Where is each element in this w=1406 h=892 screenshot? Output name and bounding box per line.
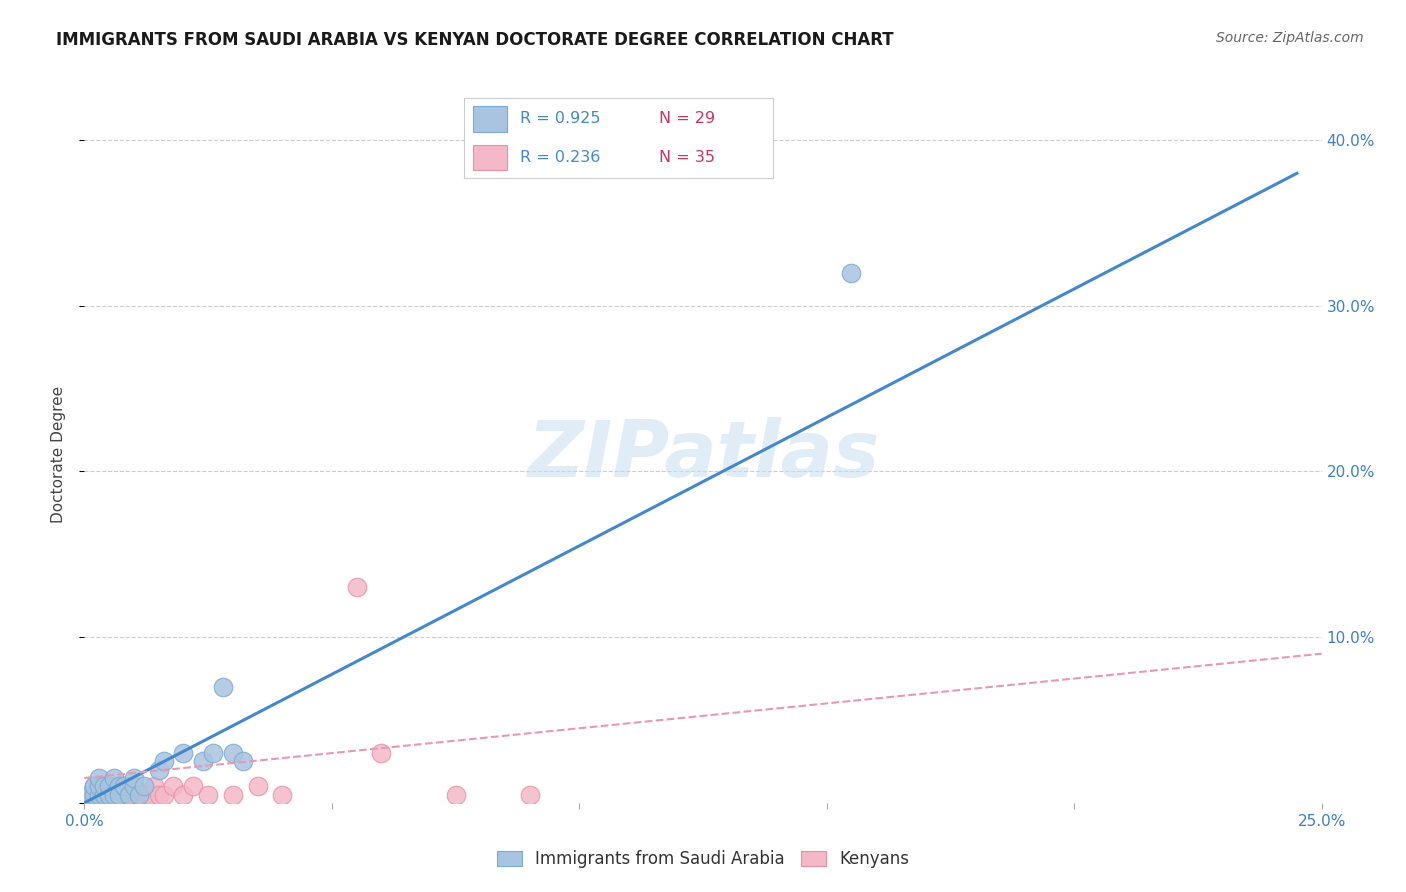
- Point: [89, 788, 111, 802]
- Point: [197, 788, 219, 802]
- Point: [148, 763, 170, 777]
- Point: [271, 788, 294, 802]
- Point: [222, 746, 245, 760]
- Point: [89, 779, 111, 793]
- Point: [444, 788, 467, 802]
- Point: [222, 788, 245, 802]
- Point: [103, 788, 125, 802]
- Point: [103, 788, 125, 802]
- Legend: Immigrants from Saudi Arabia, Kenyans: Immigrants from Saudi Arabia, Kenyans: [489, 843, 917, 874]
- Point: [142, 779, 165, 793]
- Point: [148, 788, 170, 802]
- Point: [172, 746, 194, 760]
- Point: [191, 755, 214, 769]
- Point: [89, 771, 111, 785]
- Point: [108, 788, 131, 802]
- Point: [246, 779, 269, 793]
- Point: [112, 779, 135, 793]
- Point: [370, 746, 392, 760]
- Point: [89, 788, 111, 802]
- Point: [83, 779, 105, 793]
- Point: [112, 788, 135, 802]
- Point: [172, 788, 194, 802]
- Text: ZIPatlas: ZIPatlas: [527, 417, 879, 493]
- Point: [232, 755, 254, 769]
- Point: [98, 788, 121, 802]
- Point: [93, 788, 115, 802]
- Point: [118, 788, 141, 802]
- Point: [83, 779, 105, 793]
- Point: [138, 788, 160, 802]
- Bar: [474, 106, 508, 132]
- Point: [152, 788, 174, 802]
- Point: [98, 779, 121, 793]
- Point: [103, 771, 125, 785]
- Point: [83, 788, 105, 802]
- Text: R = 0.236: R = 0.236: [520, 150, 600, 165]
- Point: [108, 779, 131, 793]
- Text: R = 0.925: R = 0.925: [520, 112, 600, 127]
- Point: [128, 788, 150, 802]
- Point: [122, 788, 145, 802]
- Point: [112, 779, 135, 793]
- Point: [89, 779, 111, 793]
- Point: [128, 788, 150, 802]
- Point: [98, 788, 121, 802]
- Point: [79, 788, 101, 802]
- Point: [83, 788, 105, 802]
- Point: [132, 779, 155, 793]
- Point: [181, 779, 204, 793]
- Point: [98, 779, 121, 793]
- Text: N = 29: N = 29: [659, 112, 716, 127]
- Point: [132, 788, 155, 802]
- Bar: [474, 145, 508, 170]
- Point: [841, 266, 863, 280]
- Point: [346, 581, 368, 595]
- Point: [118, 788, 141, 802]
- Point: [93, 779, 115, 793]
- Point: [122, 771, 145, 785]
- Point: [93, 788, 115, 802]
- Point: [103, 779, 125, 793]
- Point: [122, 779, 145, 793]
- Text: IMMIGRANTS FROM SAUDI ARABIA VS KENYAN DOCTORATE DEGREE CORRELATION CHART: IMMIGRANTS FROM SAUDI ARABIA VS KENYAN D…: [56, 31, 894, 49]
- Point: [162, 779, 184, 793]
- Point: [79, 788, 101, 802]
- Point: [212, 680, 235, 694]
- Point: [93, 779, 115, 793]
- Point: [519, 788, 541, 802]
- Point: [108, 788, 131, 802]
- Point: [108, 779, 131, 793]
- Point: [122, 779, 145, 793]
- Point: [202, 746, 225, 760]
- Text: Source: ZipAtlas.com: Source: ZipAtlas.com: [1216, 31, 1364, 45]
- Y-axis label: Doctorate Degree: Doctorate Degree: [51, 386, 66, 524]
- Text: N = 35: N = 35: [659, 150, 714, 165]
- Point: [152, 755, 174, 769]
